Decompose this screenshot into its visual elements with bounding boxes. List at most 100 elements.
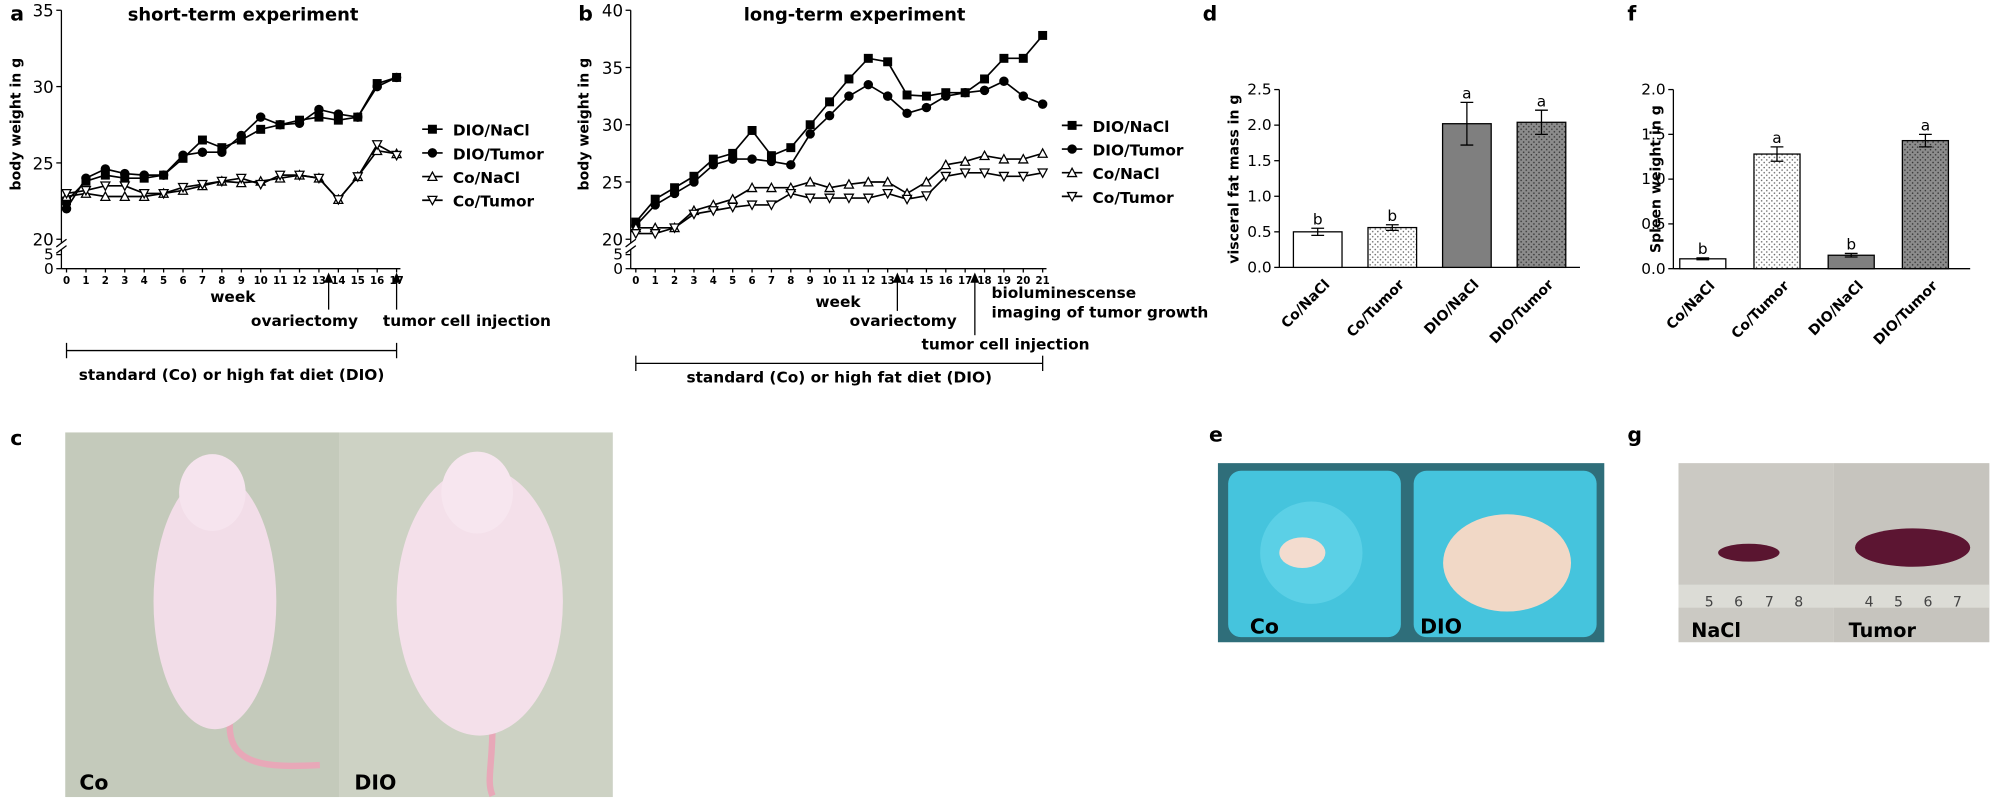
marker bbox=[978, 149, 991, 161]
period-label: standard (Co) or high fat diet (DIO) bbox=[79, 366, 385, 384]
x-tick-label: 12 bbox=[292, 276, 306, 287]
group-letter: a bbox=[1772, 129, 1781, 147]
y-axis-label: visceral fat mass in g bbox=[1226, 95, 1242, 264]
marker bbox=[766, 156, 777, 167]
x-tick-label: Co/NaCl bbox=[1279, 277, 1334, 332]
marker bbox=[941, 91, 951, 101]
marker bbox=[313, 173, 325, 185]
marker bbox=[805, 120, 815, 130]
marker bbox=[372, 81, 382, 92]
marker bbox=[902, 90, 912, 100]
series-line bbox=[635, 34, 1044, 223]
x-tick-label: 9 bbox=[238, 276, 245, 287]
marker bbox=[727, 154, 738, 164]
marker bbox=[825, 97, 835, 107]
photo-label: Tumor bbox=[1849, 619, 1917, 642]
x-tick-label: 5 bbox=[729, 276, 736, 287]
y-tick-label: 0 bbox=[44, 260, 54, 278]
legend-label: Co/NaCl bbox=[1093, 165, 1160, 183]
axis-break bbox=[55, 245, 67, 254]
marker bbox=[158, 170, 169, 180]
marker bbox=[236, 130, 247, 141]
legend-marker bbox=[1066, 166, 1078, 178]
marker bbox=[862, 176, 874, 187]
marker bbox=[217, 147, 227, 157]
legend-marker bbox=[427, 148, 438, 158]
marker bbox=[274, 170, 286, 181]
marker bbox=[178, 150, 188, 161]
axis-break bbox=[625, 238, 637, 248]
photo-e: Co DIO bbox=[1217, 463, 1605, 643]
group-letter: a bbox=[1462, 85, 1471, 103]
x-tick-label: 6 bbox=[179, 276, 186, 287]
ruler-number: 5 bbox=[1894, 594, 1903, 610]
marker bbox=[197, 135, 207, 145]
legend-label: DIO/NaCl bbox=[1093, 118, 1170, 136]
chart-title: short-term experiment bbox=[128, 4, 359, 25]
marker bbox=[649, 229, 661, 240]
marker bbox=[862, 193, 874, 204]
marker bbox=[100, 164, 111, 174]
marker bbox=[785, 188, 797, 200]
mouse-head bbox=[179, 454, 246, 531]
marker bbox=[99, 181, 111, 192]
ruler bbox=[1678, 584, 1990, 608]
x-tick-label: 10 bbox=[254, 276, 268, 287]
y-tick-label: 0.5 bbox=[1641, 215, 1665, 233]
marker bbox=[119, 190, 131, 201]
bar bbox=[1516, 121, 1567, 269]
x-tick-label: Co/Tumor bbox=[1729, 278, 1793, 342]
ruler-number: 5 bbox=[1705, 594, 1714, 610]
marker bbox=[630, 229, 642, 240]
marker bbox=[920, 191, 932, 202]
y-tick-label: 40 bbox=[602, 2, 623, 21]
y-tick-label: 1.0 bbox=[1247, 187, 1271, 205]
group-letter: a bbox=[1921, 117, 1930, 135]
error-bar bbox=[1919, 133, 1932, 148]
marker bbox=[119, 181, 131, 192]
y-tick-label: 35 bbox=[602, 59, 623, 78]
bar bbox=[1292, 231, 1343, 269]
marker bbox=[371, 140, 383, 151]
annotation: ovariectomy bbox=[850, 312, 957, 330]
x-tick-label: 17 bbox=[958, 276, 972, 287]
marker bbox=[920, 176, 932, 187]
marker bbox=[902, 108, 912, 119]
marker bbox=[824, 193, 836, 204]
error-bar bbox=[1311, 227, 1325, 237]
marker bbox=[901, 194, 913, 206]
y-tick-label: 0.0 bbox=[1247, 259, 1271, 277]
x-tick-label: 4 bbox=[710, 276, 717, 287]
mouse-tail bbox=[226, 716, 320, 770]
x-tick-label: 13 bbox=[312, 276, 326, 287]
marker bbox=[804, 176, 816, 187]
marker bbox=[765, 181, 777, 193]
marker bbox=[1017, 153, 1029, 164]
panel-letter: g bbox=[1627, 422, 1642, 446]
marker bbox=[707, 206, 719, 217]
marker bbox=[138, 188, 150, 200]
marker bbox=[688, 209, 700, 220]
fat-tissue bbox=[1443, 514, 1572, 612]
marker bbox=[391, 72, 402, 83]
marker bbox=[805, 129, 815, 139]
photo-c: Co DIO bbox=[65, 432, 613, 798]
arrow-head bbox=[324, 272, 334, 283]
arrow-head bbox=[970, 272, 980, 283]
legend-marker bbox=[426, 170, 438, 182]
ruler-number: 8 bbox=[1794, 594, 1803, 610]
marker bbox=[727, 202, 739, 214]
x-tick-label: 0 bbox=[632, 276, 639, 287]
y-tick-label: 1.0 bbox=[1641, 170, 1665, 188]
series-line bbox=[635, 80, 1043, 227]
panel-letter: a bbox=[10, 1, 24, 25]
bar bbox=[1367, 226, 1418, 269]
marker bbox=[746, 200, 758, 211]
marker bbox=[669, 223, 681, 234]
y-tick-label: 1.5 bbox=[1247, 152, 1271, 170]
mouse-body bbox=[153, 473, 277, 730]
marker bbox=[804, 193, 816, 204]
error-bar bbox=[1385, 224, 1399, 232]
annotation: ovariectomy bbox=[251, 312, 358, 330]
marker bbox=[940, 158, 952, 170]
